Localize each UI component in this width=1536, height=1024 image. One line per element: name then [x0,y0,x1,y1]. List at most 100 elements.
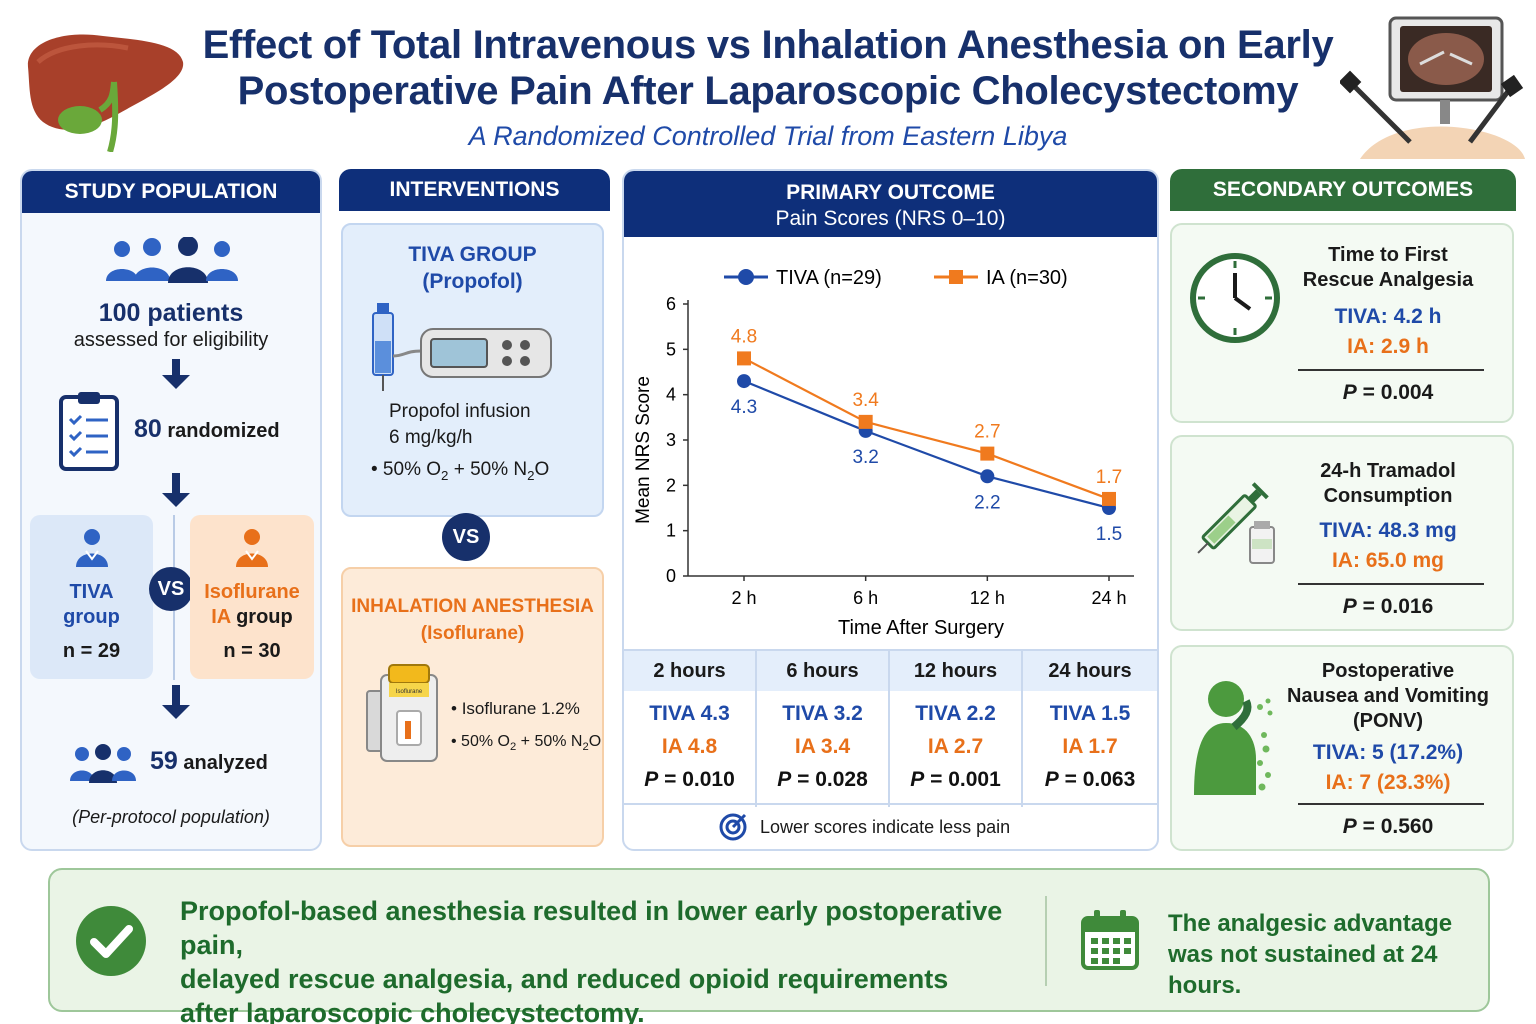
secondary-tiva-value: TIVA: 4.2 h [1334,305,1442,328]
ia-intervention-box: INHALATION ANESTHESIA (Isoflurane) Isofl… [341,567,604,847]
x-tick-label: 24 h [1091,588,1126,608]
ia-group-label: Isoflurane IA group [204,581,300,628]
ia-gas-mix: • 50% O2 + 50% N2O [451,733,602,754]
y-axis-label: Mean NRS Score [633,376,654,524]
calendar-icon [1081,910,1139,970]
table-p-cell: P = 0.001 [910,768,1001,791]
laparoscopy-monitor-icon [1340,16,1525,159]
secondary-tiva-value: TIVA: 48.3 mg [1319,519,1457,542]
vaporizer-icon: Isoflurane [366,664,438,762]
table-tiva-cell: TIVA 4.3 [649,702,730,725]
series-line [743,380,1110,510]
table-column: 24 hours TIVA 1.5 IA 1.7 P = 0.063 [1023,651,1157,807]
per-protocol-note: (Per-protocol population) [72,807,270,827]
legend-label: TIVA (n=29) [776,267,882,289]
tiva-drug-dose: Propofol infusion 6 mg/kg/h [389,401,531,448]
x-tick-label: 6 h [853,588,878,608]
y-tick-label: 4 [666,385,676,405]
tiva-group-label: TIVA group [63,581,120,628]
y-tick-label: 0 [666,566,676,586]
flow-arrow-1-head [162,375,190,389]
conclusion-box: Propofol-based anesthesia resulted in lo… [48,868,1490,1024]
flow-arrow-1 [172,359,180,377]
interventions-heading: INTERVENTIONS [339,169,610,211]
x-axis-label: Time After Surgery [838,617,1004,639]
data-point [737,374,751,389]
secondary-ia-value: IA: 65.0 mg [1331,549,1445,572]
ia-group-n: n = 30 [223,640,281,662]
y-tick-label: 1 [666,521,676,541]
data-label: 3.2 [852,447,878,468]
nausea-person-icon [1194,681,1273,795]
ia-group-box: Isoflurane IA group n = 30 [190,515,314,679]
ia-intervention-title: INHALATION ANESTHESIA (Isoflurane) [351,596,594,644]
table-column: 12 hours TIVA 2.2 IA 2.7 P = 0.001 [890,651,1023,807]
assessed-count: 100 patients [98,299,244,327]
y-tick-label: 5 [666,339,676,359]
liver-gallbladder-icon [27,34,184,152]
conclusion-text: Propofol-based anesthesia resulted in lo… [180,896,1003,1024]
secondary-p-value: P = 0.016 [1342,595,1434,618]
checkmark-icon [76,906,146,976]
data-label: 1.7 [1096,467,1122,488]
primary-outcome-heading: PRIMARY OUTCOME Pain Scores (NRS 0–10) [624,171,1157,237]
clock-icon [1190,253,1280,343]
assessed-label: assessed for eligibility [73,329,269,351]
legend-label: IA (n=30) [986,267,1068,289]
pain-score-line-chart: 0 1 2 3 4 5 6 2 h 6 h 12 h 24 h Time After Surgery M… [633,267,1134,639]
nurse-icon [236,529,268,567]
table-p-cell: P = 0.063 [1044,768,1136,791]
table-p-cell: P = 0.010 [644,768,735,791]
page-subtitle: A Randomized Controlled Trial from Easte… [468,121,1068,151]
page-title: Effect of Total Intravenous vs Inhalatio… [202,23,1334,113]
divider [1298,369,1484,371]
table-header-cell: 6 hours [757,651,888,691]
flow-arrow-3 [172,685,180,707]
interventions-panel: INTERVENTIONS TIVA GROUP (Propofol) Prop… [339,169,610,851]
secondary-tiva-value: TIVA: 5 (17.2%) [1312,741,1464,764]
data-label: 2.7 [974,422,1000,443]
data-label: 4.8 [731,326,757,347]
people-group-icon [106,237,238,283]
interventions-vs-badge: VS [442,513,490,561]
doctor-icon [76,529,108,567]
target-icon [719,813,747,841]
secondary-card-rescue: Time to First Rescue Analgesia TIVA: 4.2… [1170,223,1514,423]
study-population-heading: STUDY POPULATION [22,171,320,213]
data-label: 4.3 [731,397,757,418]
secondary-ia-value: IA: 7 (23.3%) [1325,771,1451,794]
x-tick-label: 2 h [731,588,756,608]
y-tick-label: 3 [666,430,676,450]
data-point [980,446,995,461]
syringe-pump-icon [372,303,552,391]
chart-footnote: Lower scores indicate less pain [760,817,1011,837]
ia-drug: • Isoflurane 1.2% [451,699,580,718]
table-header-cell: 2 hours [624,651,755,691]
data-point [737,351,751,366]
conclusion-side-note: The analgesic advantage was not sustaine… [1168,910,1453,999]
table-tiva-cell: TIVA 1.5 [1049,702,1131,725]
secondary-p-value: P = 0.004 [1342,381,1434,404]
clipboard-checklist-icon [59,392,119,471]
vaporizer-label: Isoflurane [396,689,423,695]
tiva-intervention-title: TIVA GROUP (Propofol) [408,243,537,293]
primary-outcome-panel: PRIMARY OUTCOME Pain Scores (NRS 0–10) 0… [622,169,1159,851]
x-tick-label: 12 h [970,588,1005,608]
y-tick-label: 2 [666,475,676,495]
syringe-vial-icon [1197,482,1275,564]
data-point [858,414,873,429]
table-header-cell: 12 hours [890,651,1021,691]
randomized-label: 80 randomized [134,415,280,443]
data-point [1102,491,1116,506]
table-tiva-cell: TIVA 3.2 [782,702,863,725]
secondary-p-value: P = 0.560 [1342,815,1434,838]
secondary-title: 24-h Tramadol Consumption [1320,460,1456,507]
tiva-intervention-box: TIVA GROUP (Propofol) Propofol infusion … [341,223,604,517]
table-ia-cell: IA 4.8 [661,735,718,758]
tiva-gas-mix: • 50% O2 + 50% N2O [371,459,550,483]
divider [1298,803,1484,805]
table-ia-cell: IA 2.7 [927,735,984,758]
tiva-group-n: n = 29 [62,640,121,662]
flow-arrow-2-head [162,493,190,507]
secondary-title: Postoperative Nausea and Vomiting (PONV) [1287,660,1489,732]
